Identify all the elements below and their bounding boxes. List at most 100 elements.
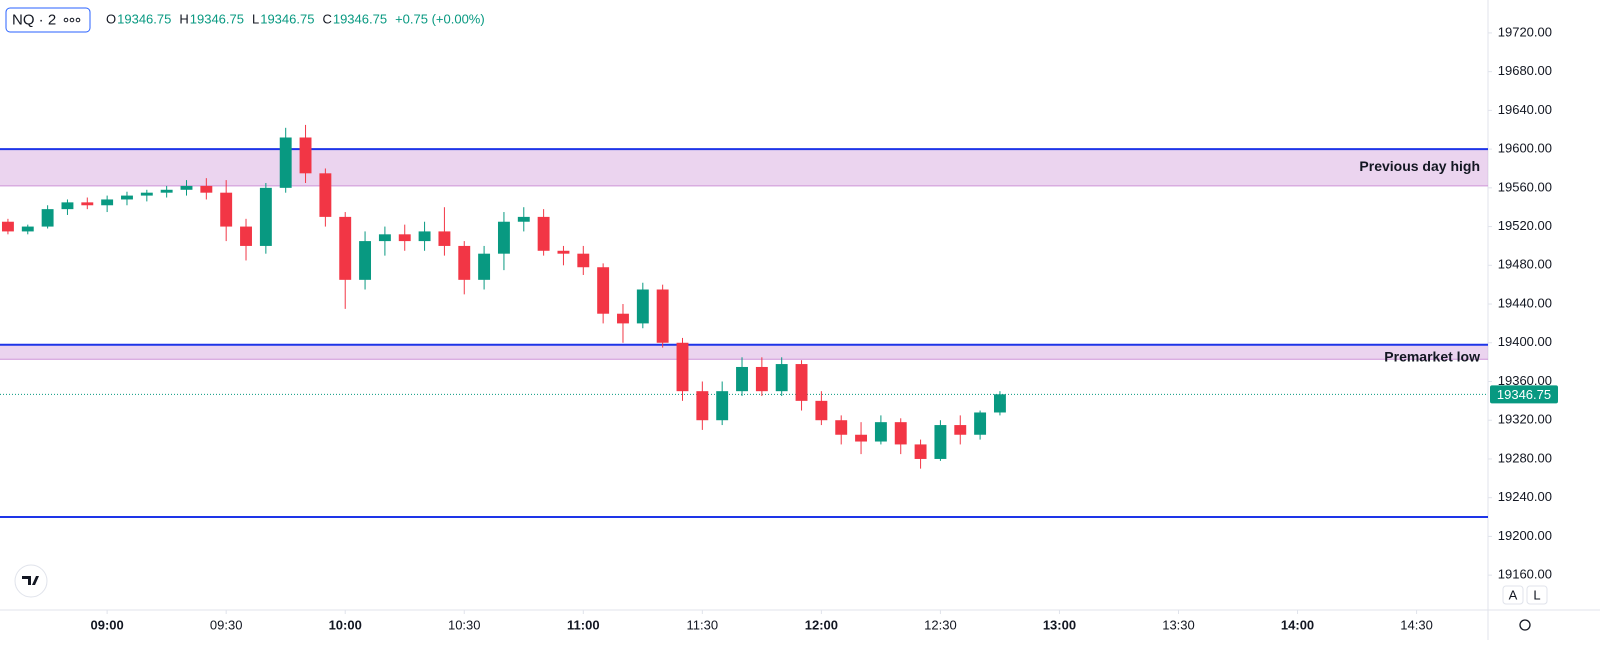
ohlc-o-label: O bbox=[106, 11, 116, 26]
x-tick-label: 10:00 bbox=[329, 617, 362, 632]
candle-body bbox=[993, 394, 1006, 413]
candle-body bbox=[696, 391, 709, 421]
candle-body bbox=[815, 400, 828, 421]
candle-body bbox=[279, 137, 292, 188]
x-tick-label: 11:00 bbox=[567, 617, 600, 632]
ohlc-l-label: L bbox=[252, 11, 259, 26]
y-tick-label: 19240.00 bbox=[1498, 489, 1552, 504]
ohlc-l: 19346.75 bbox=[260, 11, 314, 26]
plot: Previous day high Premarket low bbox=[0, 124, 1488, 519]
candle-body bbox=[497, 221, 510, 254]
candle-body bbox=[835, 420, 848, 435]
x-tick-label: 09:00 bbox=[91, 617, 124, 632]
candle-body bbox=[795, 364, 808, 401]
y-tick-label: 19560.00 bbox=[1498, 179, 1552, 194]
zone-label: Premarket low bbox=[1384, 349, 1480, 365]
candle-body bbox=[41, 209, 54, 227]
ohlc-c-label: C bbox=[322, 11, 331, 26]
x-tick-label: 10:30 bbox=[448, 617, 481, 632]
candle-body bbox=[577, 253, 590, 268]
y-tick-label: 19480.00 bbox=[1498, 257, 1552, 272]
y-tick-label: 19720.00 bbox=[1498, 24, 1552, 39]
ohlc-change: +0.75 (+0.00%) bbox=[395, 11, 485, 26]
candle-body bbox=[418, 231, 431, 242]
candle-body bbox=[378, 234, 391, 242]
candle-body bbox=[557, 250, 570, 254]
y-tick-label: 19360.00 bbox=[1498, 373, 1552, 388]
candle-body bbox=[755, 366, 768, 392]
x-tick-label: 14:00 bbox=[1281, 617, 1314, 632]
candle-body bbox=[894, 422, 907, 445]
candle-body bbox=[160, 189, 173, 193]
ohlc-header: O 19346.75 H 19346.75 L 19346.75 C 19346.75 +0.7… bbox=[106, 11, 485, 26]
logo-mark bbox=[22, 576, 39, 585]
ohlc-h-label: H bbox=[179, 11, 188, 26]
y-tick-label: 19520.00 bbox=[1498, 218, 1552, 233]
candle-body bbox=[636, 289, 649, 324]
settings-icon[interactable] bbox=[1519, 619, 1531, 631]
y-tick-label: 19320.00 bbox=[1498, 412, 1552, 427]
candle-body bbox=[736, 366, 748, 392]
x-tick-label: 14:30 bbox=[1400, 617, 1433, 632]
zone-label: Previous day high bbox=[1359, 158, 1480, 174]
candle-body bbox=[398, 234, 411, 242]
y-tick-label: 19200.00 bbox=[1498, 528, 1552, 543]
y-tick-label: 19400.00 bbox=[1498, 334, 1552, 349]
x-tick-label: 09:30 bbox=[210, 617, 243, 632]
candle-body bbox=[716, 391, 729, 421]
zone bbox=[0, 149, 1488, 186]
candle-body bbox=[101, 199, 114, 206]
last-price-badge bbox=[1490, 385, 1558, 404]
candle-body bbox=[676, 342, 689, 392]
candle-body bbox=[855, 434, 868, 442]
candle-body bbox=[319, 173, 332, 217]
scale-button-label[interactable]: L bbox=[1533, 587, 1540, 602]
symbol-box[interactable] bbox=[5, 7, 91, 33]
x-tick-label: 12:30 bbox=[924, 617, 957, 632]
scale-button[interactable] bbox=[1502, 585, 1524, 605]
candle-body bbox=[200, 185, 213, 193]
y-tick-label: 19640.00 bbox=[1498, 102, 1552, 117]
ohlc-c: 19346.75 bbox=[333, 11, 387, 26]
candle-body bbox=[458, 245, 471, 280]
scale-button-label[interactable]: A bbox=[1509, 587, 1518, 602]
candle-body bbox=[517, 216, 530, 222]
candle-body bbox=[121, 195, 133, 200]
candle-body bbox=[874, 422, 887, 442]
candle-body bbox=[1, 221, 14, 232]
candle-body bbox=[21, 226, 34, 232]
x-tick-label: 11:30 bbox=[687, 617, 719, 632]
candle-body bbox=[140, 192, 153, 196]
candle-body bbox=[775, 364, 788, 392]
candle-body bbox=[240, 226, 252, 246]
x-tick-label: 13:30 bbox=[1162, 617, 1195, 632]
candle-body bbox=[954, 425, 967, 435]
candle-body bbox=[259, 187, 272, 246]
x-tick-label: 12:00 bbox=[805, 617, 838, 632]
candle-body bbox=[438, 231, 451, 246]
candle-body bbox=[180, 185, 193, 190]
dot bbox=[75, 17, 81, 23]
candle-body bbox=[299, 137, 312, 174]
dot bbox=[69, 17, 75, 23]
candle-body bbox=[537, 216, 550, 251]
symbol[interactable]: NQ · 2 bbox=[12, 11, 56, 28]
scale-button[interactable] bbox=[1526, 585, 1548, 605]
candle-body bbox=[359, 241, 372, 280]
ohlc-o: 19346.75 bbox=[117, 11, 171, 26]
y-tick-label: 19600.00 bbox=[1498, 141, 1552, 156]
candle-body bbox=[656, 289, 669, 343]
y-tick-label: 19440.00 bbox=[1498, 295, 1552, 310]
ohlc-h: 19346.75 bbox=[190, 11, 244, 26]
candle-body bbox=[478, 253, 491, 280]
candle-body bbox=[974, 412, 987, 435]
zone bbox=[0, 344, 1488, 360]
candle-body bbox=[617, 313, 629, 324]
x-tick-label: 13:00 bbox=[1043, 617, 1076, 632]
y-tick-label: 19680.00 bbox=[1498, 63, 1552, 78]
y-tick-label: 19280.00 bbox=[1498, 450, 1552, 465]
candle-body bbox=[339, 216, 352, 280]
